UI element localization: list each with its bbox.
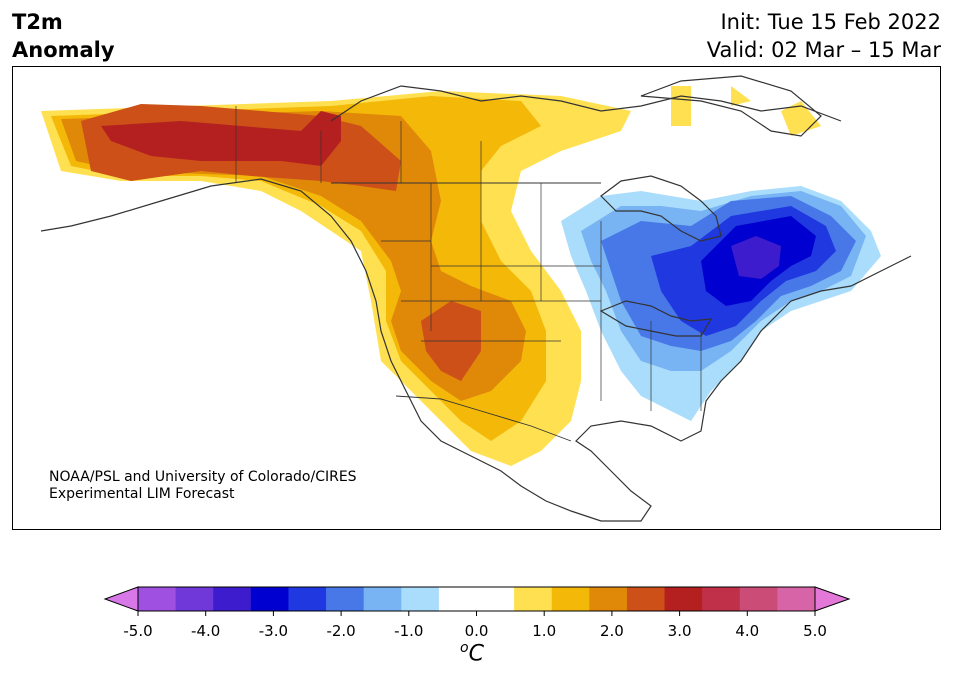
north-america-coastline (40, 178, 912, 522)
colorbar-ticks: -5.0 -4.0 -3.0 -2.0 -1.0 0.0 1.0 2.0 3.0 4.0 5.0 (123, 611, 827, 640)
hudson-bay-coast (600, 175, 722, 242)
colorbar-segment (626, 587, 666, 611)
colorbar-tick-label: -3.0 (259, 622, 288, 640)
colorbar-tick-label: -5.0 (123, 622, 152, 640)
colorbar-segment (438, 587, 477, 611)
colorbar-tick-label: 2.0 (600, 622, 624, 640)
great-lakes (599, 300, 713, 337)
colorbar-tick-label: -2.0 (326, 622, 355, 640)
colorbar-tick-label: -1.0 (394, 622, 423, 640)
anomaly-region-b6 (731, 236, 781, 279)
coastline-borders (40, 75, 912, 522)
state-lines (381, 183, 702, 411)
colorbar-segment (363, 587, 402, 611)
colorbar-extend-high (814, 586, 851, 612)
map-panel (12, 66, 941, 530)
colorbar-unit-label: oC (460, 640, 484, 666)
colorbar-segment (739, 587, 778, 611)
title-line-2: Anomaly (12, 38, 115, 62)
init-date: Init: Tue 15 Feb 2022 (720, 10, 941, 34)
colorbar-segment (551, 587, 590, 611)
anomaly-region-c3 (61, 111, 526, 401)
unit-degree: o (460, 640, 469, 656)
us-mexico-border (395, 395, 572, 442)
colorbar-segment (702, 587, 741, 611)
colorbar-segment (250, 587, 289, 611)
colorbar-tick-label: 4.0 (735, 622, 759, 640)
colorbar-segment (664, 587, 703, 611)
anomaly-fills (41, 86, 881, 466)
province-lines (235, 106, 482, 183)
colorbar-tick-label: 1.0 (532, 622, 556, 640)
colorbar-segment (401, 587, 440, 611)
colorbar-tick-label: 5.0 (803, 622, 827, 640)
colorbar-segment (175, 587, 214, 611)
colorbar-segment (326, 587, 365, 611)
valid-range: Valid: 02 Mar – 15 Mar (706, 38, 941, 62)
credit-line-1: NOAA/PSL and University of Colorado/CIRE… (49, 469, 357, 485)
colorbar: -5.0 -4.0 -3.0 -2.0 -1.0 0.0 1.0 2.0 3.0 4.0 5.0 (103, 586, 851, 640)
credit-line-2: Experimental LIM Forecast (49, 486, 235, 502)
colorbar-segment (589, 587, 628, 611)
colorbar-segment (777, 587, 816, 611)
colorbar-segment (288, 587, 327, 611)
colorbar-segment (138, 587, 177, 611)
colorbar-segment (514, 587, 553, 611)
colorbar-tick-label: -4.0 (191, 622, 220, 640)
anomaly-region-c4 (81, 104, 481, 381)
colorbar-extend-low (103, 586, 139, 612)
greenland-coast (640, 75, 822, 137)
colorbar-tick-label: 0.0 (465, 622, 489, 640)
credit-text: NOAA/PSL and University of Colorado/CIRE… (49, 469, 357, 503)
colorbar-tick-label: 3.0 (668, 622, 692, 640)
anomaly-region-c5 (101, 111, 341, 166)
forecast-dates: Init: Tue 15 Feb 2022 Valid: 02 Mar – 15… (707, 8, 941, 64)
colorbar-segment (476, 587, 515, 611)
anomaly-map (40, 75, 912, 522)
map-title: T2m Anomaly (12, 8, 115, 64)
arctic-coast (330, 85, 842, 122)
colorbar-segments (103, 586, 851, 612)
unit-letter: C (468, 641, 484, 667)
title-line-1: T2m (12, 10, 63, 34)
colorbar-segment (213, 587, 252, 611)
